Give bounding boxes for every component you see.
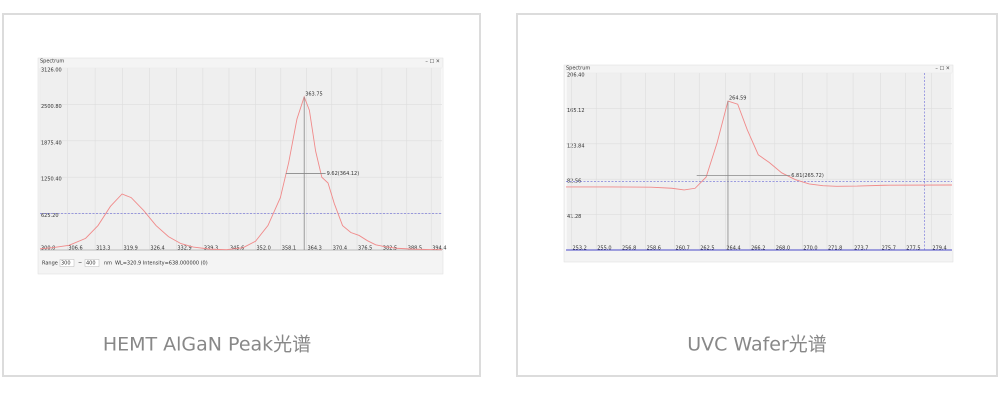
y-tick-label: 625.20 (41, 213, 59, 219)
x-tick-label: 332.9 (177, 246, 191, 252)
x-tick-label: 271.8 (828, 246, 842, 252)
x-tick-label: 264.4 (726, 246, 740, 252)
x-tick-label: 358.1 (282, 246, 296, 252)
x-tick-label: 273.7 (854, 246, 868, 252)
x-tick-label: 262.5 (700, 246, 714, 252)
x-tick-label: 266.2 (751, 246, 765, 252)
spectrum-line (39, 95, 443, 251)
x-tick-label: 268.0 (776, 246, 790, 252)
x-tick-label: 256.8 (622, 246, 636, 252)
window-title: Spectrum (40, 59, 64, 65)
x-tick-label: 275.7 (882, 246, 896, 252)
y-tick-label: 1250.40 (41, 177, 62, 183)
window-buttons: – □ × (935, 66, 950, 72)
x-tick-label: 313.3 (96, 246, 110, 252)
window-title: Spectrum (566, 66, 590, 72)
x-tick-label: 306.6 (68, 246, 82, 252)
peak-label: 363.75 (305, 91, 323, 97)
x-tick-label: 339.3 (204, 246, 218, 252)
peak-label: 264.59 (729, 96, 747, 102)
range-from: 300 (61, 261, 71, 267)
x-tick-label: 277.5 (906, 246, 920, 252)
range-label: Range (42, 261, 58, 267)
x-tick-label: 394.4 (432, 246, 446, 252)
range-sep: ~ (78, 261, 82, 267)
x-tick-label: 388.5 (408, 246, 422, 252)
x-tick-label: 270.0 (803, 246, 817, 252)
x-tick-label: 319.9 (123, 246, 137, 252)
y-tick-label: 41.28 (567, 214, 581, 220)
caption: HEMT AlGaN Peak光谱 (103, 334, 311, 356)
plot-area (39, 67, 443, 251)
x-tick-label: 376.5 (358, 246, 372, 252)
y-tick-label: 206.40 (567, 73, 585, 79)
x-tick-label: 352.0 (257, 246, 271, 252)
fwhm-label: 6.81(265.72) (791, 173, 824, 179)
x-tick-label: 370.4 (333, 246, 347, 252)
x-tick-label: 255.0 (597, 246, 611, 252)
range-from-input (59, 259, 75, 267)
status: WL=320.9 Intensity=638.000000 (0) (115, 261, 208, 267)
plot-area (565, 72, 953, 251)
x-tick-label: 279.4 (932, 246, 946, 252)
range-to: 400 (86, 261, 96, 267)
range-to-input (84, 259, 100, 267)
window-buttons: – □ × (425, 59, 440, 65)
y-tick-label: 2500.80 (41, 104, 62, 110)
y-tick-label: 1875.40 (41, 140, 62, 146)
range-unit: nm (104, 261, 112, 267)
y-tick-label: 82.56 (567, 179, 581, 185)
x-tick-label: 364.3 (307, 246, 321, 252)
y-tick-label: 123.84 (567, 143, 585, 149)
x-tick-label: 258.6 (647, 246, 661, 252)
y-tick-label: 165.12 (567, 108, 585, 114)
y-tick-label: 3126.00 (41, 68, 62, 74)
caption: UVC Wafer光谱 (687, 334, 827, 356)
x-tick-label: 382.5 (383, 246, 397, 252)
fwhm-label: 9.62(364.12) (327, 171, 360, 177)
x-tick-label: 326.4 (150, 246, 164, 252)
x-tick-label: 253.2 (572, 246, 586, 252)
x-tick-label: 260.7 (676, 246, 690, 252)
spectrum-line (566, 100, 953, 191)
